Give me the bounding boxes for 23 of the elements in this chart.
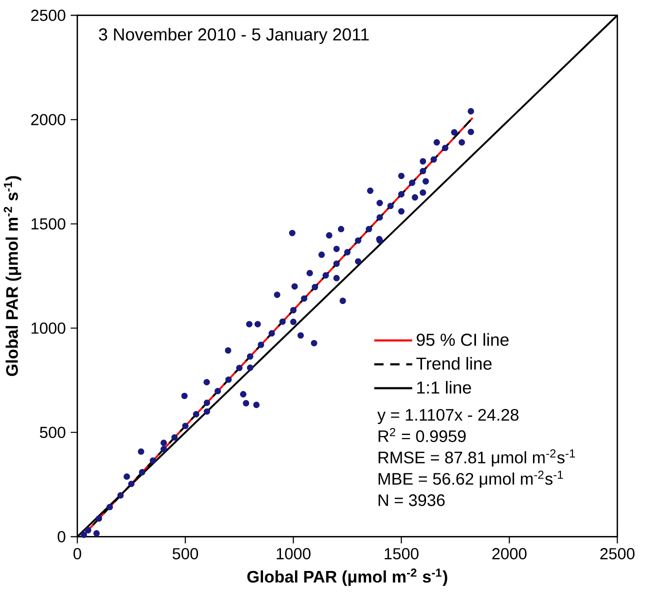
x-axis-title: Global PAR (μmol m$^{-2}$ s$^{-1}$) [247, 568, 448, 586]
y-axis-title: Global PAR (μmol m$^{-2}$ s$^{-1}$) [4, 176, 22, 376]
y-tick-label: 0 [58, 531, 66, 542]
annotation: y = 1.1107x - 24.28 [377, 408, 518, 424]
x-tick-label: 500 [172, 548, 198, 560]
annotation: RMSE = 87.81 μmol m$^{-2}$s$^{-1}$ [378, 449, 575, 466]
x-tick-label: 0 [74, 548, 82, 560]
x-tick-label: 1500 [384, 548, 419, 560]
x-tick-label: 1000 [276, 548, 311, 560]
x-tick-label: 2000 [492, 548, 527, 560]
legend-label: 1:1 line [417, 380, 472, 394]
legend-label: Trend line [416, 357, 492, 370]
annotation: MBE = 56.62 μmol m$^{-2}$s$^{-1}$ [378, 470, 563, 488]
y-tick-label: 1000 [32, 322, 66, 334]
y-tick-label: 2000 [31, 114, 66, 126]
y-tick-label: 2500 [31, 10, 66, 21]
x-tick-label: 2500 [600, 548, 635, 560]
y-tick-label: 500 [40, 426, 66, 438]
y-tick-label: 1500 [32, 218, 66, 230]
annotation: R$^{2}$ = 0.9959 [378, 428, 466, 442]
annotation: N = 3936 [378, 494, 445, 506]
text: 3 November 2010 - 5 January 2011 [98, 28, 369, 44]
legend-label: 95 % CI line [416, 333, 509, 346]
